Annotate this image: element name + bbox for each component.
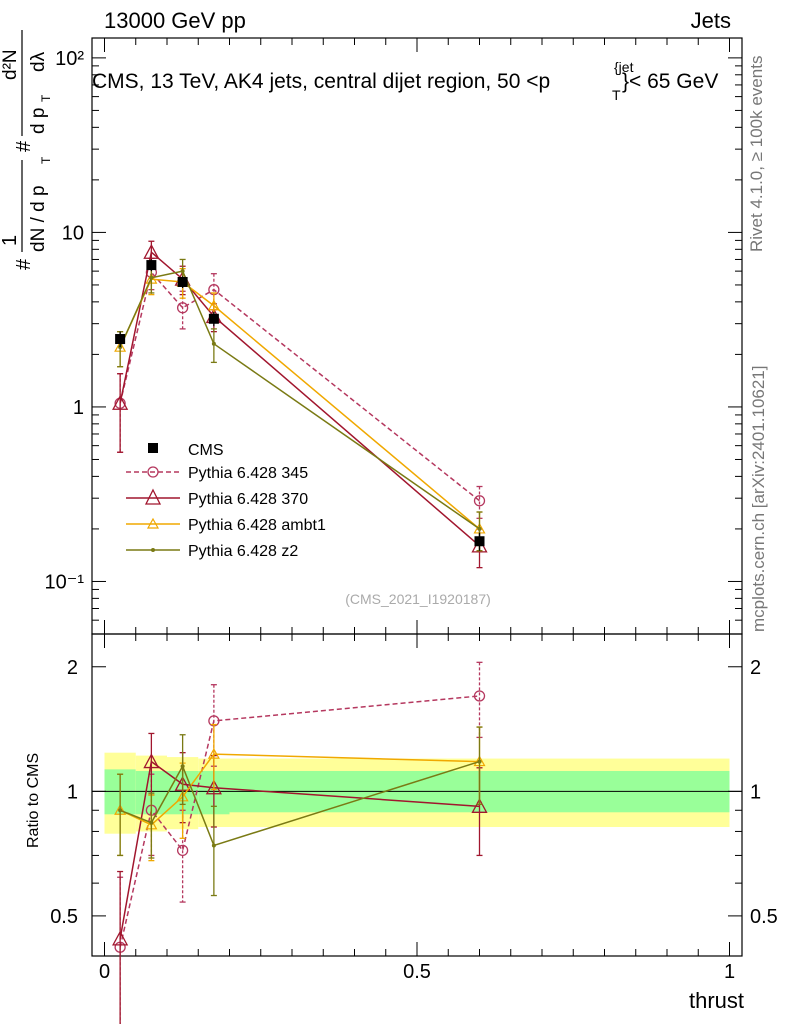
ylabel-sub-t-1: T	[39, 156, 53, 164]
ratio-point-2-3	[207, 747, 220, 759]
ratio-plot-series	[112, 661, 488, 1024]
title-end: }< 65 GeV	[622, 70, 718, 93]
main-point-4-2	[180, 269, 185, 274]
main-point-4-4	[477, 526, 482, 531]
main-ytick-labels: 10⁻¹ 1 10 10²	[45, 48, 85, 594]
ratio-point-1-3	[205, 779, 222, 795]
legend-marker-345	[147, 466, 159, 478]
ratio-ytick-1: 1	[67, 781, 78, 803]
ratio-point-0-2	[176, 844, 189, 857]
legend-label-370: Pythia 6.428 370	[188, 491, 308, 508]
main-plot-series	[112, 240, 488, 569]
title-main-text: CMS, 13 TeV, AK4 jets, central dijet reg…	[92, 70, 539, 93]
energy-label: 13000 GeV pp	[104, 8, 246, 33]
ratio-ylabel: Ratio to CMS	[25, 753, 42, 848]
legend: CMS Pythia 6.428 345 Pythia 6.428 370 Py…	[126, 442, 326, 560]
ratio-ytick-2-right: 2	[750, 657, 761, 679]
xtick-label-0.5: 0.5	[403, 961, 431, 983]
ratio-ytick-1-right: 1	[750, 781, 761, 803]
legend-label-cms: CMS	[188, 442, 224, 459]
ratio-point-0-4	[473, 690, 486, 702]
main-point-0-1	[146, 260, 157, 271]
legend-marker-z2	[151, 548, 155, 552]
title-main: CMS, 13 TeV, AK4 jets, central dijet reg…	[92, 70, 550, 93]
ratio-ytick-0.5: 0.5	[50, 906, 78, 928]
ytick-label-10: 10	[62, 222, 84, 244]
main-series-3	[114, 265, 486, 552]
analysis-label: (CMS_2021_I1920187)	[345, 591, 491, 607]
main-ylabel: # 1 dN / d p T # d p T d²N dλ	[0, 30, 53, 270]
ratio-bands	[104, 752, 730, 834]
main-point-1-2	[176, 302, 189, 314]
ratio-point-1-4	[471, 797, 488, 813]
ytick-label-0.1: 10⁻¹	[45, 571, 85, 593]
main-point-4-1	[149, 275, 154, 280]
ylabel-hash-2: #	[13, 140, 35, 152]
ylabel-dlambda: dλ	[28, 51, 49, 72]
xtick-label-0: 0	[99, 961, 110, 983]
legend-label-z2: Pythia 6.428 z2	[188, 543, 298, 560]
legend-marker-cms	[148, 443, 158, 453]
xtick-labels: 0 0.5 1	[99, 961, 735, 983]
legend-marker-ambt1	[146, 517, 160, 529]
ytick-label-1: 1	[73, 397, 84, 419]
title-sup: {jet	[614, 59, 634, 75]
ylabel-sub-t-2: T	[39, 94, 53, 102]
main-point-4-3	[211, 341, 216, 346]
ylabel-hash-1: #	[13, 258, 35, 270]
xtick-label-1: 1	[724, 961, 735, 983]
category-label: Jets	[691, 8, 731, 33]
ratio-point-3-0	[118, 808, 123, 813]
main-point-3-3	[207, 299, 220, 311]
ratio-series-3	[117, 726, 483, 897]
ratio-point-1-0	[112, 930, 129, 946]
ratio-point-3-2	[180, 764, 185, 769]
ratio-point-3-1	[149, 820, 154, 825]
ylabel-dn-dpt: dN / d p	[28, 185, 49, 252]
legend-label-ambt1: Pythia 6.428 ambt1	[188, 517, 326, 534]
ylabel-d2n: d²N	[0, 49, 21, 80]
legend-label-345: Pythia 6.428 345	[188, 465, 308, 482]
ratio-ytick-2: 2	[67, 657, 78, 679]
ylabel-dpt: d p	[28, 108, 49, 134]
plot-title: CMS, 13 TeV, AK4 jets, central dijet reg…	[92, 59, 718, 103]
main-point-0-4	[474, 536, 485, 547]
title-sub: T	[612, 87, 621, 103]
main-point-1-4	[473, 495, 486, 507]
ratio-point-3-3	[211, 843, 216, 848]
main-series-0	[115, 259, 485, 551]
mcplots-label: mcplots.cern.ch [arXiv:2401.10621]	[749, 366, 768, 632]
ratio-point-3-4	[477, 759, 482, 764]
legend-marker-370	[144, 488, 162, 505]
main-line-1	[119, 270, 480, 502]
main-point-2-0	[112, 394, 129, 410]
ratio-point-1-1	[143, 753, 160, 769]
main-point-0-2	[177, 276, 188, 287]
ytick-label-100: 10²	[55, 48, 84, 70]
ratio-ytick-0.5-right: 0.5	[750, 906, 778, 928]
rivet-label: Rivet 4.1.0, ≥ 100k events	[747, 56, 766, 252]
main-point-0-3	[208, 313, 219, 324]
ylabel-one: 1	[0, 235, 21, 246]
xlabel: thrust	[689, 988, 744, 1013]
ratio-ytick-labels: 0.5 1 2 0.5 1 2	[50, 657, 778, 928]
axis-ticks	[92, 38, 742, 957]
main-point-2-1	[143, 243, 160, 259]
main-point-0-0	[115, 334, 126, 345]
title-p: p	[539, 70, 551, 93]
